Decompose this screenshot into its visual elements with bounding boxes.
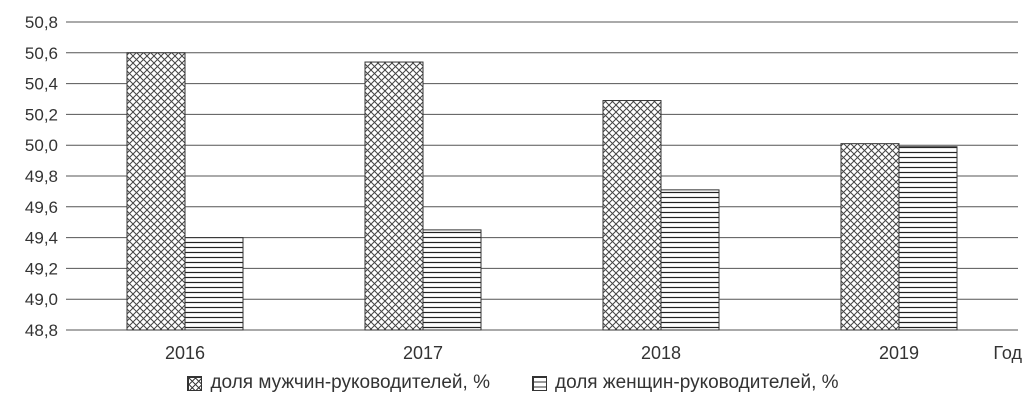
- y-tick-label: 50,8: [25, 13, 58, 32]
- y-tick-label: 48,8: [25, 321, 58, 340]
- bar-men: [126, 52, 186, 331]
- bar-women: [660, 189, 720, 331]
- bar-women: [422, 229, 482, 331]
- bar-men: [364, 61, 424, 331]
- labels-layer: 48,8 49,0 49,2 49,4 49,6 49,8 50,0 50,2 50,4 50,6…: [25, 13, 1023, 363]
- legend-item-men: доля мужчин-руководителей, %: [187, 372, 490, 394]
- x-tick-label: 2017: [403, 343, 443, 363]
- y-tick-label: 49,6: [25, 198, 58, 217]
- chart-legend: доля мужчин-руководителей, % доля женщин…: [0, 372, 1026, 394]
- bar-men: [602, 100, 662, 331]
- bar-chart: 48,8 49,0 49,2 49,4 49,6 49,8 50,0 50,2 50,4 50,6…: [25, 13, 1023, 363]
- y-tick-label: 50,2: [25, 105, 58, 124]
- y-tick-label: 49,8: [25, 167, 58, 186]
- bar-women: [184, 237, 244, 331]
- x-tick-label: 2018: [641, 343, 681, 363]
- x-axis-title: Год: [993, 343, 1022, 363]
- horizontal-lines-swatch-icon: [531, 375, 547, 391]
- legend-item-women: доля женщин-руководителей, %: [531, 372, 839, 394]
- crosshatch-swatch-icon: [187, 375, 203, 391]
- y-tick-label: 49,0: [25, 290, 58, 309]
- y-tick-label: 50,6: [25, 44, 58, 63]
- y-tick-label: 50,0: [25, 136, 58, 155]
- bar-women: [898, 146, 958, 331]
- legend-label-men: доля мужчин-руководителей, %: [210, 372, 490, 393]
- legend-label-women: доля женщин-руководителей, %: [554, 372, 839, 393]
- y-tick-label: 50,4: [25, 75, 58, 94]
- bars-layer: [126, 52, 958, 331]
- x-tick-label: 2016: [165, 343, 205, 363]
- y-tick-label: 49,2: [25, 259, 58, 278]
- y-tick-label: 49,4: [25, 229, 58, 248]
- bar-men: [840, 143, 900, 331]
- x-tick-label: 2019: [879, 343, 919, 363]
